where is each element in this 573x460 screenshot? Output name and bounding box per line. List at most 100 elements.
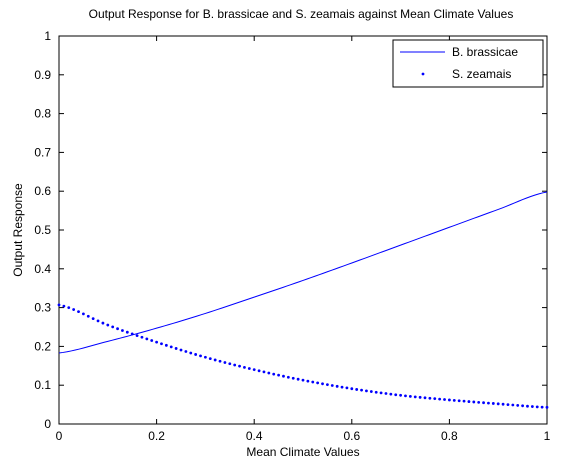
data-point-s-zeamais [511,403,515,407]
y-tick-label: 0.6 [34,184,51,198]
data-point-s-zeamais [291,376,295,380]
data-point-s-zeamais [311,380,315,384]
data-point-s-zeamais [379,391,383,395]
data-point-s-zeamais [96,319,100,323]
data-point-s-zeamais [448,398,451,402]
y-tick-label: 0 [44,417,51,431]
data-point-s-zeamais [179,348,183,352]
data-point-s-zeamais [433,397,437,401]
data-point-s-zeamais [526,404,529,408]
data-point-s-zeamais [438,397,442,401]
data-point-s-zeamais [286,375,290,379]
data-point-s-zeamais [213,358,217,362]
y-axis-label: Output Response [11,183,25,277]
data-point-s-zeamais [125,330,129,334]
legend-swatch-s-zeamais [421,72,425,76]
data-point-s-zeamais [160,342,163,346]
data-point-s-zeamais [545,405,549,409]
data-point-s-zeamais [164,343,168,347]
data-point-s-zeamais [306,379,310,383]
data-point-s-zeamais [277,373,280,377]
data-point-s-zeamais [413,395,417,399]
data-point-s-zeamais [150,339,154,342]
data-point-s-zeamais [340,385,344,389]
data-point-s-zeamais [443,398,446,401]
data-point-s-zeamais [189,351,193,355]
data-point-s-zeamais [199,354,202,358]
data-point-s-zeamais [262,370,266,374]
data-point-s-zeamais [360,388,363,392]
y-tick-label: 1 [44,29,51,43]
x-tick-label: 0.2 [148,429,165,443]
y-tick-label: 0.7 [34,145,51,159]
data-point-s-zeamais [140,335,144,339]
x-tick-label: 0.4 [246,429,263,443]
data-point-s-zeamais [296,377,300,381]
data-point-s-zeamais [506,403,510,406]
data-point-s-zeamais [77,310,80,314]
series-line-b-brassicae [58,191,548,354]
data-point-s-zeamais [326,383,329,387]
data-point-s-zeamais [204,355,207,359]
data-point-s-zeamais [350,387,354,391]
legend-label-b-brassicae: B. brassicae [452,45,518,59]
data-point-s-zeamais [121,329,124,332]
data-point-s-zeamais [72,308,76,311]
data-point-s-zeamais [355,388,359,391]
data-point-s-zeamais [233,363,237,367]
data-point-s-zeamais [62,304,66,308]
legend-box [392,39,544,88]
data-point-s-zeamais [316,381,320,385]
data-point-s-zeamais [423,396,427,400]
data-point-s-zeamais [111,325,115,329]
data-point-s-zeamais [106,323,110,327]
data-point-s-zeamais [82,312,85,316]
data-point-s-zeamais [91,317,95,320]
data-point-s-zeamais [487,401,490,405]
y-tick-label: 0.1 [34,378,51,392]
data-point-s-zeamais [535,405,539,409]
y-tick-label: 0.2 [34,339,51,353]
data-point-s-zeamais [321,382,324,386]
data-point-s-zeamais [155,340,159,344]
axis-ticks: 0 0.2 0.4 0.6 0.8 1 0 0.1 0.2 0.3 0.4 0.5 0.6 0.7 0.8 0… [34,29,550,443]
data-point-s-zeamais [516,404,520,407]
data-point-s-zeamais [228,362,232,366]
data-point-s-zeamais [116,327,119,331]
data-point-s-zeamais [257,369,261,373]
data-point-s-zeamais [399,393,402,397]
data-point-s-zeamais [330,384,334,387]
data-point-s-zeamais [86,314,90,318]
data-point-s-zeamais [540,405,544,409]
series-dots-s-zeamais [57,303,549,409]
data-point-s-zeamais [365,389,368,393]
y-tick-label: 0.4 [34,262,51,276]
y-tick-label: 0.9 [34,68,51,82]
data-point-s-zeamais [208,357,212,361]
data-point-s-zeamais [335,384,339,388]
data-point-s-zeamais [57,303,61,307]
y-tick-label: 0.3 [34,301,51,315]
data-point-s-zeamais [384,392,388,395]
data-point-s-zeamais [501,402,505,406]
data-point-s-zeamais [247,367,251,370]
data-point-s-zeamais [184,350,188,353]
data-point-s-zeamais [467,400,471,403]
chart-title: Output Response for B. brassicae and S. … [89,7,514,21]
y-tick-label: 0.5 [34,223,51,237]
data-point-s-zeamais [428,396,432,400]
data-point-s-zeamais [394,393,398,397]
data-point-s-zeamais [452,398,456,402]
data-point-s-zeamais [408,394,412,398]
data-point-s-zeamais [374,390,378,394]
data-point-s-zeamais [462,399,466,403]
x-tick-label: 0.8 [441,429,458,443]
legend: B. brassicae S. zeamais [392,39,544,88]
data-point-s-zeamais [243,365,246,369]
data-point-s-zeamais [389,392,393,396]
data-point-s-zeamais [130,332,134,336]
y-tick-label: 0.8 [34,107,51,121]
series-layer [57,191,549,409]
x-tick-label: 1 [544,429,551,443]
data-point-s-zeamais [272,372,276,376]
